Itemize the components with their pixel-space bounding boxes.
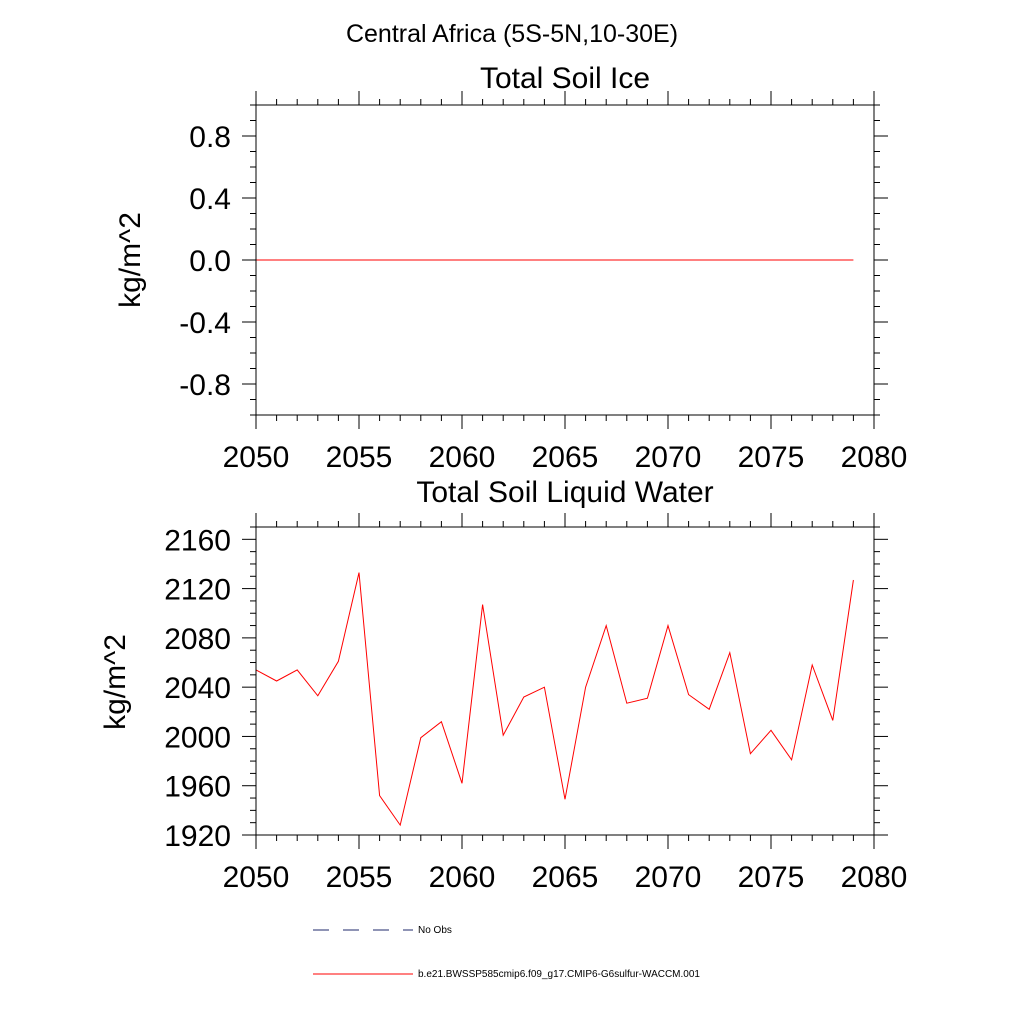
x-tick-label: 2065 (532, 861, 599, 894)
y-tick-label: 0.0 (189, 245, 231, 278)
y-tick-label: 1960 (164, 771, 231, 804)
x-tick-label: 2070 (635, 861, 702, 894)
x-tick-labels-soil-ice: 2050 2055 2060 2065 2070 2075 2080 (223, 441, 908, 474)
x-tick-label: 2065 (532, 441, 599, 474)
y-tick-label: -0.8 (179, 369, 231, 402)
plot-frame-soil-liquid-water (255, 526, 875, 836)
legend: No Obs b.e21.BWSSP585cmip6.f09_g17.CMIP6… (313, 925, 700, 980)
y-tick-label: 0.8 (189, 121, 231, 154)
y-tick-labels-soil-liquid-water: 1920 1960 2000 2040 2080 2120 2160 (164, 524, 231, 853)
y-axis-label-soil-liquid-water: kg/m^2 (99, 634, 132, 730)
y-tick-label: 2160 (164, 524, 231, 557)
panel-title-soil-liquid-water: Total Soil Liquid Water (416, 476, 713, 509)
y-tick-label: 2040 (164, 672, 231, 705)
legend-entry-model-run: b.e21.BWSSP585cmip6.f09_g17.CMIP6-G6sulf… (313, 969, 700, 980)
legend-label-model-run: b.e21.BWSSP585cmip6.f09_g17.CMIP6-G6sulf… (418, 969, 700, 980)
tick-marks-soil-ice (242, 91, 888, 429)
figure-suptitle: Central Africa (5S-5N,10-30E) (346, 20, 678, 48)
series-line-soil-liquid-water (255, 572, 854, 827)
legend-entry-no-obs: No Obs (313, 925, 452, 936)
y-tick-label: 1920 (164, 820, 231, 853)
x-tick-label: 2070 (635, 441, 702, 474)
x-tick-label: 2050 (223, 861, 290, 894)
y-tick-label: 2000 (164, 721, 231, 754)
y-tick-label: 2120 (164, 574, 231, 607)
tick-marks-soil-liquid-water (242, 513, 888, 849)
panel-title-soil-ice: Total Soil Ice (480, 62, 650, 95)
plot-frame-soil-ice (255, 104, 875, 416)
y-tick-labels-soil-ice: -0.8 -0.4 0.0 0.4 0.8 (179, 121, 231, 402)
legend-label-no-obs: No Obs (418, 925, 452, 936)
panel-soil-ice: Total Soil Ice kg/m^2 2050 2055 2060 2065 20… (114, 62, 907, 474)
x-tick-label: 2060 (429, 861, 496, 894)
x-tick-labels-soil-liquid-water: 2050 2055 2060 2065 2070 2075 2080 (223, 861, 908, 894)
y-axis-label-soil-ice: kg/m^2 (114, 212, 147, 308)
x-tick-label: 2055 (326, 861, 393, 894)
x-tick-label: 2075 (738, 861, 805, 894)
series-lines-soil-liquid-water (255, 572, 854, 827)
x-tick-label: 2080 (841, 441, 908, 474)
panel-soil-liquid-water: Total Soil Liquid Water kg/m^2 2050 2055 2… (99, 476, 907, 894)
x-tick-label: 2050 (223, 441, 290, 474)
y-tick-label: 2080 (164, 623, 231, 656)
y-tick-label: -0.4 (179, 307, 231, 340)
x-tick-label: 2060 (429, 441, 496, 474)
x-tick-label: 2055 (326, 441, 393, 474)
y-tick-label: 0.4 (189, 183, 231, 216)
x-tick-label: 2080 (841, 861, 908, 894)
x-tick-label: 2075 (738, 441, 805, 474)
